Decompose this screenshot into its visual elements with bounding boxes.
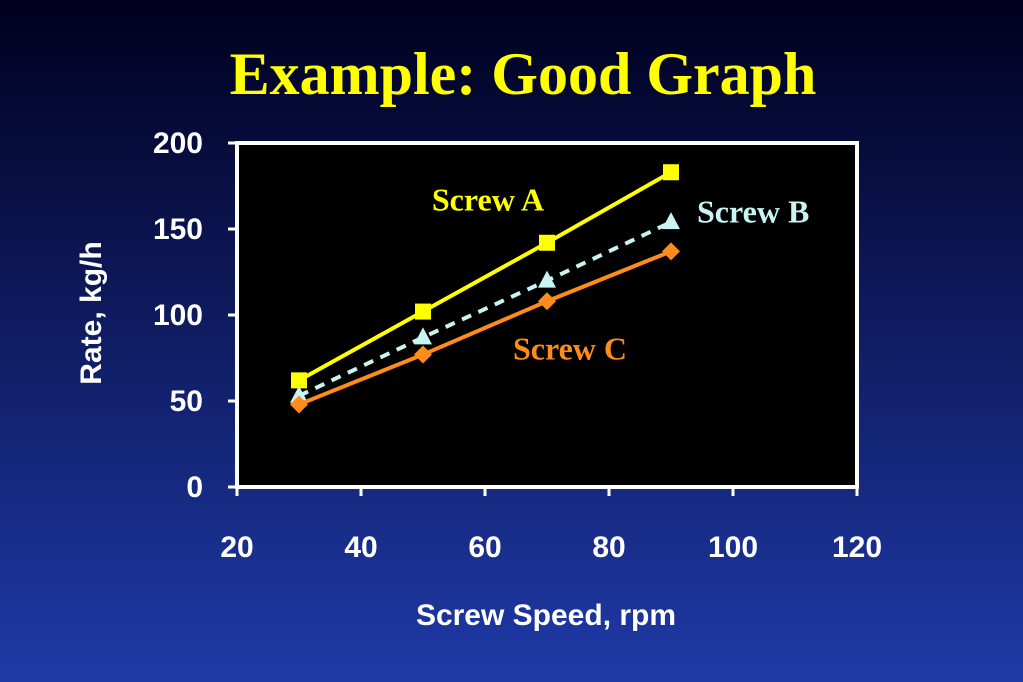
marker: [290, 385, 308, 403]
series-line: [298, 170, 672, 383]
y-tick-label: 100: [153, 299, 203, 332]
marker: [414, 327, 432, 345]
y-tick-label: 0: [186, 471, 203, 504]
marker: [663, 164, 679, 181]
chart-title: Example: Good Graph: [230, 41, 817, 107]
series-line: [298, 220, 672, 398]
y-tick-label: 150: [153, 213, 203, 246]
x-tick-label: 120: [832, 531, 882, 564]
marker: [662, 242, 680, 261]
series-label: Screw C: [513, 330, 627, 366]
y-tick-label: 200: [153, 127, 203, 160]
series-line: [298, 249, 672, 407]
x-tick-label: 100: [708, 531, 758, 564]
marker: [291, 372, 307, 389]
plot-area: [235, 141, 859, 489]
x-axis-label: Screw Speed, rpm: [416, 599, 676, 632]
x-tick-label: 20: [220, 531, 253, 564]
x-tick-label: 60: [468, 531, 501, 564]
marker: [415, 303, 431, 320]
marker: [538, 292, 556, 311]
x-tick-label: 80: [592, 531, 625, 564]
series-label: Screw A: [432, 181, 544, 217]
marker: [414, 345, 432, 364]
y-axis-label: Rate, kg/h: [75, 241, 108, 384]
y-tick-label: 50: [170, 385, 203, 418]
marker: [290, 395, 308, 414]
marker: [538, 270, 556, 288]
series-label: Screw B: [697, 193, 809, 229]
marker: [539, 234, 555, 251]
marker: [662, 212, 680, 230]
x-tick-label: 40: [344, 531, 377, 564]
